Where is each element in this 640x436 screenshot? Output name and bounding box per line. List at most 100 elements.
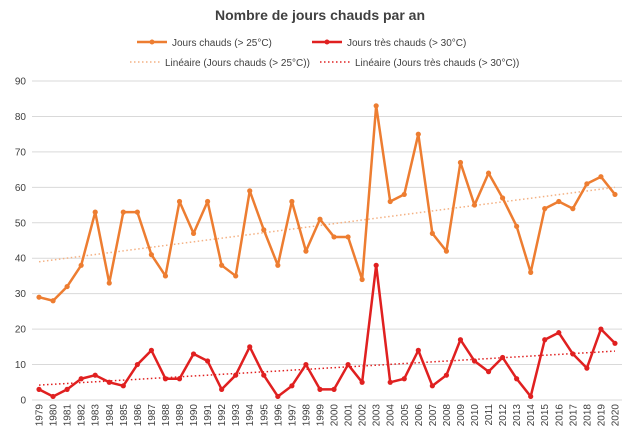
data-point-series-1 (528, 393, 534, 400)
x-tick-label: 1998 (301, 404, 312, 427)
x-tick-label: 2011 (484, 404, 495, 426)
data-point-series-1 (429, 383, 435, 389)
x-tick-label: 2004 (386, 404, 397, 427)
x-tick-label: 2016 (554, 404, 565, 427)
x-tick-label: 2017 (568, 404, 579, 427)
x-tick-label: 1990 (189, 404, 200, 427)
data-series (36, 103, 618, 400)
data-point-series-0 (120, 209, 126, 215)
x-tick-label: 1988 (161, 404, 172, 427)
x-tick-label: 1987 (147, 404, 158, 427)
series-line-1 (38, 264, 616, 398)
data-point-series-1 (317, 386, 323, 392)
y-tick-label: 60 (15, 183, 27, 194)
data-point-series-0 (247, 188, 253, 194)
data-point-series-1 (176, 376, 183, 382)
data-point-series-0 (331, 234, 337, 240)
data-point-series-0 (556, 198, 562, 205)
data-point-series-0 (134, 209, 140, 215)
data-point-series-1 (190, 351, 197, 357)
data-point-series-0 (289, 198, 295, 205)
data-point-series-1 (485, 369, 492, 375)
data-point-series-0 (275, 262, 281, 268)
y-tick-label: 40 (15, 254, 27, 265)
x-tick-label: 2007 (428, 404, 439, 427)
data-point-series-1 (148, 347, 155, 353)
data-point-series-1 (514, 376, 520, 382)
data-point-series-1 (401, 376, 407, 382)
data-point-series-1 (570, 351, 576, 357)
x-tick-label: 1979 (35, 404, 46, 427)
legend: Jours chauds (> 25°C) Jours très chauds … (130, 38, 519, 69)
trendlines (38, 186, 616, 386)
y-axis: 0 10 20 30 40 50 60 70 80 90 (15, 77, 27, 407)
gridlines (32, 80, 622, 401)
x-tick-label: 1989 (175, 404, 186, 427)
data-point-series-1 (92, 372, 98, 378)
data-point-series-1 (134, 361, 140, 368)
data-point-series-1 (233, 372, 239, 378)
legend-label-trend-1: Linéaire (Jours très chauds (> 30°C)) (355, 58, 519, 69)
x-tick-label: 2013 (512, 404, 523, 427)
y-tick-label: 50 (15, 218, 27, 229)
data-point-series-1 (499, 354, 506, 361)
x-tick-label: 1997 (287, 404, 298, 427)
data-point-series-1 (415, 347, 421, 353)
data-point-series-0 (443, 248, 450, 254)
y-tick-label: 20 (15, 325, 27, 336)
data-point-series-1 (331, 386, 337, 392)
x-tick-label: 1983 (91, 404, 102, 427)
data-point-series-1 (120, 383, 126, 389)
data-point-series-1 (36, 386, 42, 392)
x-tick-label: 2020 (610, 404, 621, 427)
legend-label-series-1: Jours très chauds (> 30°C) (347, 38, 466, 49)
data-point-series-1 (612, 340, 618, 346)
x-tick-label: 2005 (400, 404, 411, 427)
data-point-series-1 (219, 386, 225, 392)
x-tick-label: 1980 (49, 404, 60, 427)
x-tick-label: 2009 (456, 404, 467, 427)
x-tick-label: 1985 (119, 404, 130, 427)
data-point-series-1 (64, 386, 70, 392)
data-point-series-1 (457, 337, 464, 343)
legend-label-series-0: Jours chauds (> 25°C) (172, 38, 272, 49)
data-point-series-0 (64, 283, 70, 290)
data-point-series-0 (584, 181, 590, 187)
data-point-series-1 (261, 372, 267, 378)
data-point-series-0 (261, 227, 267, 233)
data-point-series-0 (36, 294, 42, 300)
data-point-series-1 (598, 326, 604, 332)
data-point-series-1 (106, 379, 112, 385)
data-point-series-0 (457, 159, 464, 166)
x-tick-label: 1993 (231, 404, 242, 427)
x-axis: 1979 1980 1981 1982 1983 1984 1985 1986 1987 1988… (35, 404, 622, 427)
x-tick-label: 1981 (63, 404, 74, 427)
data-point-series-0 (148, 252, 155, 258)
trendline-0 (38, 186, 616, 263)
x-tick-label: 2014 (526, 404, 537, 427)
x-tick-label: 1982 (77, 404, 88, 427)
data-point-series-0 (570, 206, 576, 212)
data-point-series-1 (78, 376, 84, 382)
x-tick-label: 1991 (203, 404, 214, 427)
trendline-1 (38, 350, 616, 386)
data-point-series-1 (345, 361, 351, 368)
data-point-series-0 (92, 209, 98, 215)
x-tick-label: 2019 (596, 404, 607, 427)
data-point-series-0 (50, 298, 56, 304)
legend-item-trend-0: Linéaire (Jours chauds (> 25°C)) (130, 58, 310, 69)
data-point-series-0 (204, 198, 211, 205)
x-tick-label: 2000 (330, 404, 341, 427)
x-tick-label: 1986 (133, 404, 144, 427)
x-tick-label: 1996 (273, 404, 284, 427)
data-point-series-0 (345, 234, 351, 240)
data-point-series-1 (289, 383, 295, 389)
y-tick-label: 70 (15, 147, 27, 158)
data-point-series-1 (542, 337, 548, 343)
data-point-series-1 (443, 372, 450, 378)
data-point-series-0 (499, 195, 506, 201)
chart-title: Nombre de jours chauds par an (215, 7, 425, 23)
data-point-series-1 (584, 365, 590, 371)
data-point-series-0 (219, 262, 225, 268)
